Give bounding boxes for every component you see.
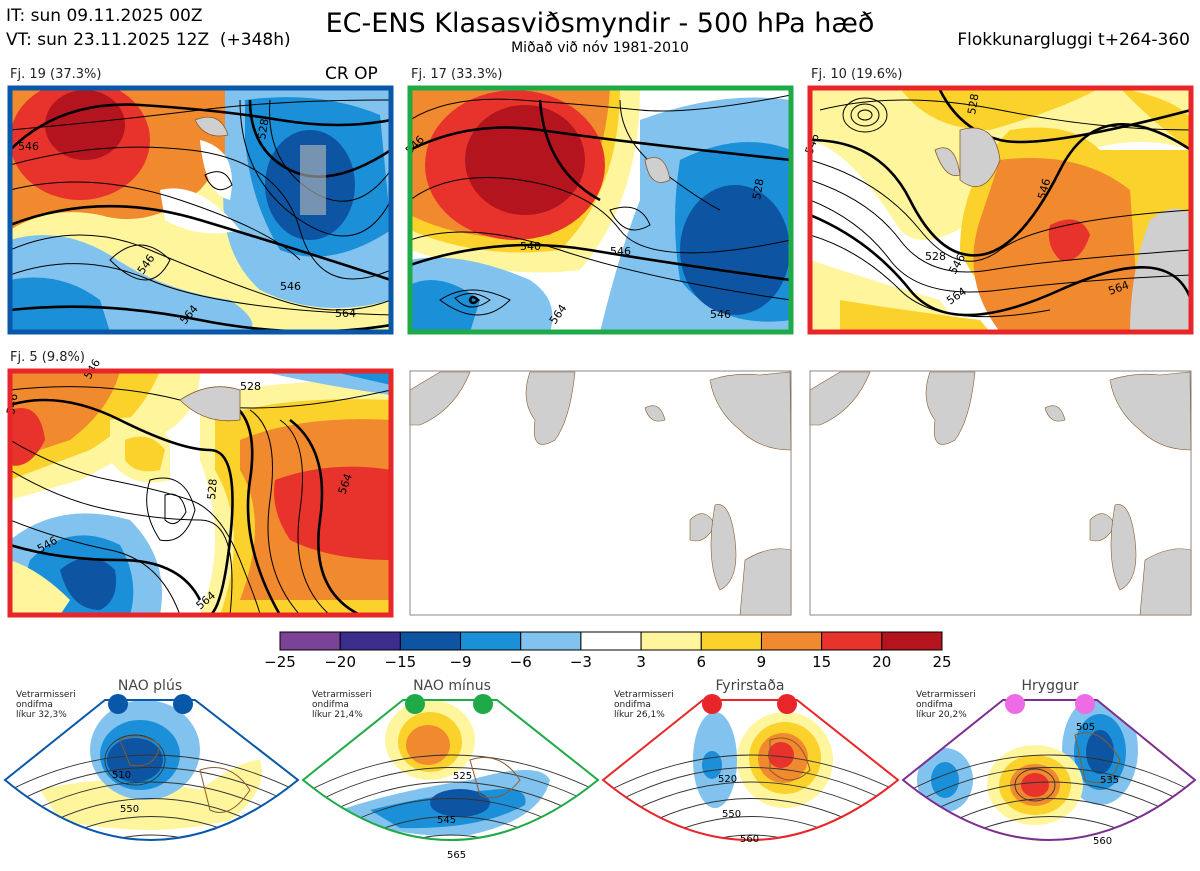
header-times: IT: sun 09.11.2025 00Z VT: sun 23.11.2025… — [6, 4, 291, 52]
regime-2-note-2: ondifma — [312, 700, 349, 710]
colorbar: −25 −20 −15 −9 −6 −3 3 6 9 15 20 25 — [264, 631, 952, 671]
colorbar-tick-label: −3 — [570, 653, 592, 671]
page-subtitle: Miðað við nóv 1981-2010 — [511, 40, 689, 56]
regime-4-note-1: Vetrarmisseri — [916, 690, 976, 700]
colorbar-segment — [700, 631, 762, 651]
colorbar-segment — [279, 631, 341, 651]
colorbar-tick-label: −20 — [324, 653, 356, 671]
cluster-2-map — [410, 88, 791, 332]
regime-2-note-1: Vetrarmisseri — [312, 690, 372, 700]
regime-1-dot-left — [108, 694, 128, 714]
colorbar-segment — [580, 631, 642, 651]
colorbar-segment — [640, 631, 702, 651]
regime-4-dot-right — [1075, 694, 1095, 714]
regime-1-title: NAO plús — [118, 678, 182, 694]
contour-label: 528 — [205, 478, 220, 500]
contour-label: 520 — [718, 774, 737, 785]
contour-label: 546 — [18, 140, 39, 153]
regime-1-note-2: ondifma — [16, 700, 53, 710]
colorbar-tick-label: 9 — [757, 653, 767, 671]
contour-label: 535 — [1100, 775, 1119, 786]
regime-1-note-1: Vetrarmisseri — [16, 690, 76, 700]
cluster-1-map — [10, 88, 391, 332]
contour-label: 550 — [722, 809, 741, 820]
colorbar-segment — [881, 631, 943, 651]
colorbar-tick-label: −6 — [510, 653, 532, 671]
contour-label: 546 — [1035, 177, 1053, 201]
page-title: EC-ENS Klasasviðsmyndir - 500 hPa hæð — [325, 8, 875, 39]
regime-4-note-2: ondifma — [916, 700, 953, 710]
cluster-3-label: Fj. 10 (19.6%) — [811, 67, 903, 82]
regime-3-note-1: Vetrarmisseri — [614, 690, 674, 700]
contour-label: 564 — [335, 307, 356, 320]
cluster-1-tag: CR OP — [325, 64, 378, 84]
regime-4-note-3: líkur 20,2% — [916, 710, 967, 720]
cluster-3-frame — [807, 85, 1194, 335]
contour-label: 546 — [710, 308, 731, 321]
cluster-2-frame — [407, 85, 794, 335]
regime-2-dot-right — [473, 694, 493, 714]
empty-map-2 — [809, 370, 1192, 616]
colorbar-tick-label: 25 — [932, 653, 951, 671]
regime-3-dot-left — [702, 694, 722, 714]
contour-label: 510 — [112, 770, 131, 781]
contour-label: 528 — [255, 118, 271, 141]
contour-label: 550 — [120, 804, 139, 815]
regime-4-title: Hryggur — [1022, 678, 1079, 694]
regime-3-note-2: ondifma — [614, 700, 651, 710]
init-time: IT: sun 09.11.2025 00Z — [6, 6, 203, 26]
contour-label: 528 — [925, 250, 946, 263]
contour-label: 528 — [750, 178, 766, 201]
cluster-3-map — [810, 88, 1191, 332]
contour-label: 565 — [447, 850, 466, 861]
colorbar-tick-label: −9 — [449, 653, 471, 671]
contour-label: 560 — [1093, 836, 1112, 847]
contour-label: 560 — [740, 834, 759, 845]
regime-3-title: Fyrirstaða — [716, 678, 785, 694]
colorbar-tick-label: 3 — [636, 653, 646, 671]
colorbar-segment — [760, 631, 823, 651]
colorbar-tick-label: −15 — [385, 653, 417, 671]
colorbar-tick-label: 15 — [812, 653, 831, 671]
colorbar-segment — [399, 631, 462, 651]
contour-label: 525 — [453, 771, 472, 782]
valid-time: VT: sun 23.11.2025 12Z (+348h) — [6, 30, 291, 50]
regime-2-dot-left — [405, 694, 425, 714]
contour-label: 545 — [437, 815, 456, 826]
cluster-1-label: Fj. 19 (37.3%) — [10, 67, 102, 82]
colorbar-segment — [520, 631, 582, 651]
cluster-2-label: Fj. 17 (33.3%) — [411, 67, 503, 82]
window-label: Flokkunargluggi t+264-360 — [957, 30, 1190, 50]
empty-map-1 — [409, 370, 792, 616]
colorbar-tick-label: 6 — [696, 653, 706, 671]
contour-label: 540 — [520, 240, 541, 253]
cluster-4-label: Fj. 5 (9.8%) — [10, 350, 85, 365]
regime-1-dot-right — [173, 694, 193, 714]
contour-label: 528 — [240, 380, 261, 393]
colorbar-segment — [821, 631, 883, 651]
colorbar-tick-label: −25 — [264, 653, 296, 671]
cluster-1-frame — [7, 85, 394, 335]
regime-2-title: NAO mínus — [413, 678, 491, 694]
colorbar-tick-label: 20 — [872, 653, 891, 671]
regime-1-note-3: líkur 32,3% — [16, 710, 67, 720]
colorbar-segment — [339, 631, 401, 651]
regime-3-dot-right — [777, 694, 797, 714]
regime-3-note-3: líkur 26,1% — [614, 710, 665, 720]
cluster-4-frame — [7, 368, 394, 618]
contour-label: 546 — [610, 245, 631, 258]
regime-4-dot-left — [1005, 694, 1025, 714]
cluster-4-map — [10, 371, 391, 615]
contour-label: 546 — [280, 280, 301, 293]
contour-label: 505 — [1076, 722, 1095, 733]
colorbar-segment — [460, 631, 522, 651]
contour-label: 528 — [965, 93, 981, 116]
regime-2-note-3: líkur 21,4% — [312, 710, 363, 720]
